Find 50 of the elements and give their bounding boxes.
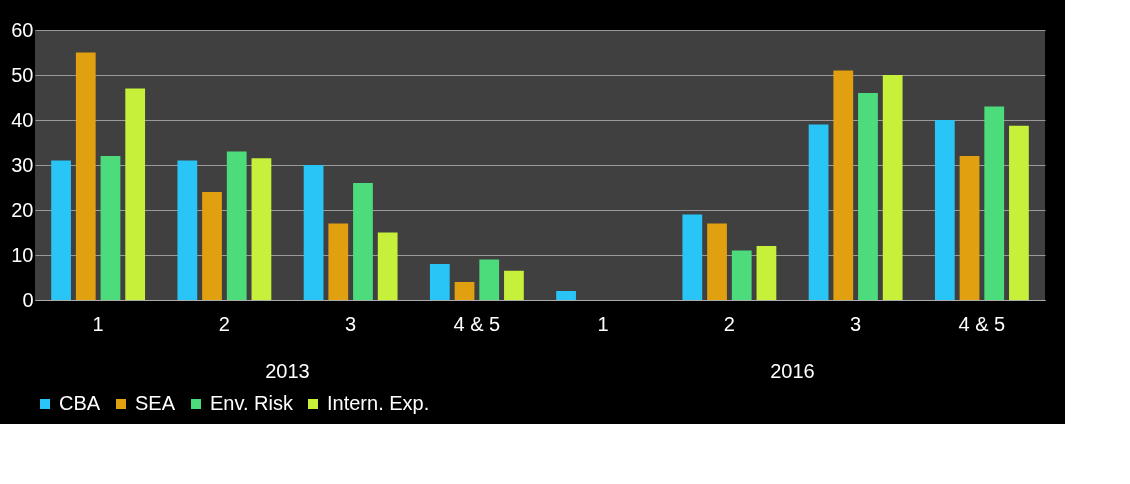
x-tick-label: 3 [850,312,862,335]
bar [756,246,777,300]
bar [858,93,878,300]
bar [731,250,752,300]
x-tick-label: 2 [723,312,735,335]
bar [177,160,198,300]
bar [328,223,349,300]
legend-label: SEA [135,392,176,414]
y-tick-label: 50 [11,63,34,86]
bar [202,192,222,300]
x-tick-label: 4 & 5 [958,312,1006,335]
y-tick-label: 10 [11,243,34,266]
x-tick-label: 1 [597,312,609,335]
text: 2013 [265,360,310,382]
y-tick-label: 20 [11,198,34,221]
bar [100,156,121,300]
bar [959,156,980,300]
bar [226,151,247,300]
legend-label: Env. Risk [210,392,294,414]
bar [504,270,524,300]
bar [833,70,854,300]
bar [353,183,373,300]
x-tick-label: 4 & 5 [453,312,501,335]
bar [303,165,324,300]
bar [251,158,272,300]
legend-label: Intern. Exp. [327,392,430,414]
bar [707,223,727,300]
y-tick-label: 60 [11,18,34,41]
bar [429,264,450,300]
bar [51,160,71,300]
y-tick-label: 0 [22,288,34,311]
bar [1009,125,1029,300]
bar [479,259,500,300]
bar [556,291,576,300]
x-tick-label: 3 [345,312,357,335]
bar [377,232,398,300]
bar [984,106,1005,300]
bar [125,88,146,300]
y-tick-label: 40 [11,108,34,131]
x-tick-label: 1 [92,312,104,335]
bar [454,282,475,300]
text: 2016 [770,360,815,382]
x-tick-label: 2 [218,312,230,335]
bar [75,52,96,300]
bar [882,75,903,300]
bar [808,124,829,300]
bar [682,214,703,300]
legend-label: CBA [59,392,101,414]
y-tick-label: 30 [11,153,34,176]
bar [934,120,955,300]
